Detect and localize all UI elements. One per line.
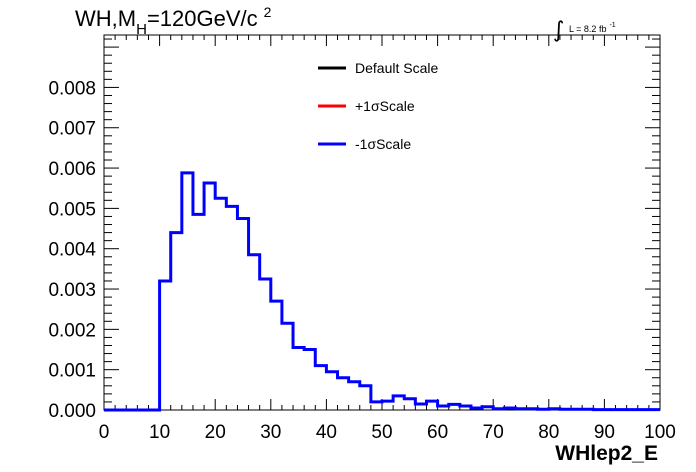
y-tick-label: 0.005 — [48, 199, 96, 220]
y-tick-label: 0.007 — [48, 119, 96, 140]
histogram-series — [104, 171, 660, 412]
legend-label: Default Scale — [355, 60, 438, 76]
x-axis-label: WHlep2_E — [555, 442, 658, 465]
integral-symbol: ∫ — [553, 18, 564, 43]
y-tick-label: 0.001 — [48, 361, 96, 382]
axis-ticks: 0 10 20 30 40 50 60 70 80 90 100 0.000 0.001 0.002 0.0… — [48, 35, 676, 443]
x-tick-label: 90 — [594, 422, 615, 443]
y-tick-label: 0.002 — [48, 320, 96, 341]
title-subscript: H — [136, 21, 147, 38]
chart-title: WH,MH=120GeV/c 2 — [75, 4, 272, 38]
x-tick-label: 0 — [99, 422, 110, 443]
x-tick-label: 40 — [316, 422, 337, 443]
title-rest: =120GeV/c — [147, 6, 258, 31]
legend-label: +1σScale — [355, 98, 415, 114]
x-tick-label: 60 — [427, 422, 448, 443]
x-tick-label: 80 — [538, 422, 559, 443]
title-superscript: 2 — [264, 4, 272, 20]
plot-frame — [103, 34, 661, 411]
y-tick-label: 0.000 — [48, 401, 96, 422]
y-tick-label: 0.004 — [48, 240, 96, 261]
title-main: WH,M — [75, 6, 136, 31]
histogram-line — [104, 171, 660, 412]
x-tick-label: 50 — [371, 422, 392, 443]
lumi-superscript: -1 — [609, 22, 615, 29]
y-tick-label: 0.008 — [48, 78, 96, 99]
y-tick-label: 0.006 — [48, 159, 96, 180]
x-tick-label: 100 — [644, 422, 676, 443]
x-tick-label: 10 — [149, 422, 170, 443]
legend: Default Scale +1σScale -1σScale — [318, 60, 438, 152]
y-tick-label: 0.003 — [48, 280, 96, 301]
lumi-prefix: L = 8.2 fb — [569, 24, 606, 34]
x-tick-label: 20 — [205, 422, 226, 443]
legend-label: -1σScale — [355, 136, 411, 152]
lumi-text: L = 8.2 fb -1 — [569, 22, 616, 34]
x-tick-label: 30 — [260, 422, 281, 443]
luminosity-label: ∫ L = 8.2 fb -1 — [553, 18, 616, 43]
x-tick-label: 70 — [483, 422, 504, 443]
